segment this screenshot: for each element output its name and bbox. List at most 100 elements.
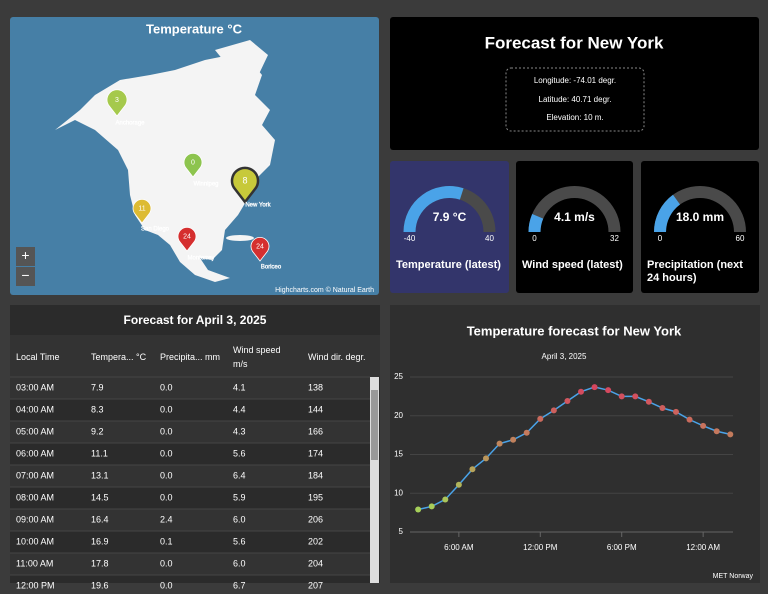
map-title: Temperature °C [146, 21, 243, 36]
gauge-label: 4.1 m/s [554, 210, 595, 224]
table-cell: 204 [308, 558, 323, 568]
column-header: Precipita... mm [160, 352, 221, 362]
forecast-title: Forecast for New York [485, 33, 664, 52]
table-cell: 0.0 [160, 382, 173, 392]
table-cell: 9.2 [91, 426, 104, 436]
table-cell: 0.0 [160, 426, 173, 436]
marker [673, 408, 679, 415]
gauge-value [528, 213, 544, 232]
marker [469, 466, 476, 473]
table-cell: 16.9 [91, 536, 109, 546]
city-label: San Diego [141, 227, 170, 233]
forecast-panel [390, 17, 759, 150]
table-cell: 0.0 [160, 404, 173, 414]
table-row [10, 399, 370, 421]
table-cell: 0.0 [160, 492, 173, 502]
gauge-panel [641, 161, 759, 293]
table-cell: 207 [308, 580, 323, 590]
zoom-in[interactable]: + [21, 247, 29, 263]
table-cell: 08:00 AM [16, 492, 54, 502]
chart-credit: MET Norway [713, 573, 754, 580]
gauge-title-box: Precipitation (next 24 hours) [647, 259, 743, 284]
table-cell: 6.4 [233, 470, 246, 480]
table-row [10, 531, 370, 553]
table-cell: 4.1 [233, 382, 246, 392]
marker [496, 440, 503, 447]
gauge-min: -40 [404, 234, 416, 243]
zoom-out[interactable]: − [21, 267, 29, 283]
table-cell: 5.9 [233, 492, 246, 502]
longitude: Longitude: -74.01 degr. [534, 76, 616, 85]
marker [686, 416, 693, 423]
gauge-panel [516, 161, 633, 293]
scrollbar[interactable] [370, 377, 379, 583]
marker [632, 393, 639, 400]
gauge-label: 18.0 mm [676, 210, 724, 224]
map-pin [183, 152, 203, 178]
table-cell: 202 [308, 536, 323, 546]
latitude: Latitude: 40.71 degr. [539, 95, 612, 104]
marker [455, 481, 462, 488]
table-row [10, 421, 370, 443]
gauge-max: 32 [610, 234, 619, 243]
y-tick-label: 5 [399, 527, 404, 536]
map-pin [106, 89, 128, 117]
column-header-box: Precipita... mm [160, 352, 221, 362]
table-cell: 4.3 [233, 426, 246, 436]
table-cell: 5.6 [233, 448, 246, 458]
gauge-max: 40 [485, 234, 494, 243]
table-cell: 8.3 [91, 404, 104, 414]
table-cell: 184 [308, 470, 323, 480]
table-cell: 6.0 [233, 558, 246, 568]
map-pin [250, 236, 270, 262]
gauge-min: 0 [532, 234, 537, 243]
y-tick-label: 10 [394, 488, 403, 497]
marker [537, 415, 544, 422]
table-cell: 12:00 PM [16, 580, 55, 590]
table-title: Forecast for April 3, 2025 [124, 313, 267, 327]
marker [415, 506, 422, 513]
table-cell: 6.7 [233, 580, 246, 590]
table-cell: 19.6 [91, 580, 109, 590]
table-cell: 13.1 [91, 470, 109, 480]
table-cell: 5.6 [233, 536, 246, 546]
table-cell: 11:00 AM [16, 558, 53, 568]
island [226, 235, 254, 241]
pin-value: 24 [256, 243, 264, 250]
gauge-title: Temperature (latest) [396, 259, 501, 271]
gauge-track [528, 186, 621, 232]
scroll-thumb[interactable] [371, 390, 378, 460]
pin-value: 24 [183, 233, 191, 240]
gauge-title: Precipitation (next 24 hours) [647, 259, 743, 284]
marker [442, 496, 449, 503]
table-cell: 16.4 [91, 514, 109, 524]
zoom-in-button[interactable] [16, 247, 35, 266]
table-cell: 195 [308, 492, 323, 502]
table-cell: 07:00 AM [16, 470, 54, 480]
marker [550, 407, 557, 414]
table-cell: 04:00 AM [16, 404, 54, 414]
table-cell: 11.1 [91, 448, 108, 458]
zoom-out-button[interactable] [16, 267, 35, 286]
chart-panel [390, 305, 760, 583]
marker [564, 398, 571, 405]
column-header-box: Local Time [16, 352, 60, 362]
column-header-box: Wind speed m/s [233, 345, 281, 369]
table-cell: 138 [308, 382, 323, 392]
table-cell: 2.4 [160, 514, 173, 524]
marker [605, 387, 612, 394]
map-credit: Highcharts.com © Natural Earth [275, 286, 374, 294]
table-row [10, 553, 370, 575]
gauge-max: 60 [736, 234, 745, 243]
marker [510, 436, 517, 443]
x-tick-label: 6:00 AM [444, 543, 474, 552]
gauge-min: 0 [658, 234, 663, 243]
gauge-title-box: Wind speed (latest) [522, 259, 623, 271]
column-header: Wind dir. degr. [308, 352, 366, 362]
map-pin [177, 226, 197, 252]
table-row [10, 465, 370, 487]
table-row [10, 443, 370, 465]
table-cell: 206 [308, 514, 323, 524]
